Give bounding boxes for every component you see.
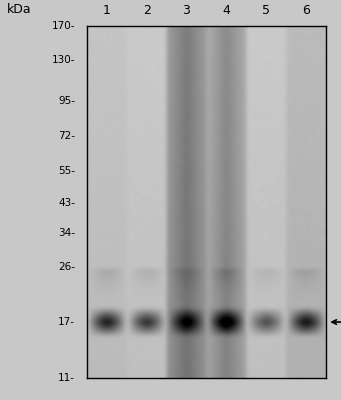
Text: kDa: kDa <box>7 3 31 16</box>
Text: 170-: 170- <box>51 21 75 31</box>
Text: 72-: 72- <box>58 132 75 142</box>
Text: 95-: 95- <box>58 96 75 106</box>
Text: 3: 3 <box>182 4 190 17</box>
Text: 130-: 130- <box>51 56 75 66</box>
Text: 2: 2 <box>143 4 151 17</box>
Text: 4: 4 <box>222 4 230 17</box>
Text: 17-: 17- <box>58 317 75 327</box>
Text: 34-: 34- <box>58 228 75 238</box>
Text: 1: 1 <box>103 4 111 17</box>
Text: 55-: 55- <box>58 166 75 176</box>
Text: 26-: 26- <box>58 262 75 272</box>
Text: 43-: 43- <box>58 198 75 208</box>
Text: 11-: 11- <box>58 373 75 383</box>
Text: 5: 5 <box>262 4 270 17</box>
Text: 6: 6 <box>302 4 310 17</box>
